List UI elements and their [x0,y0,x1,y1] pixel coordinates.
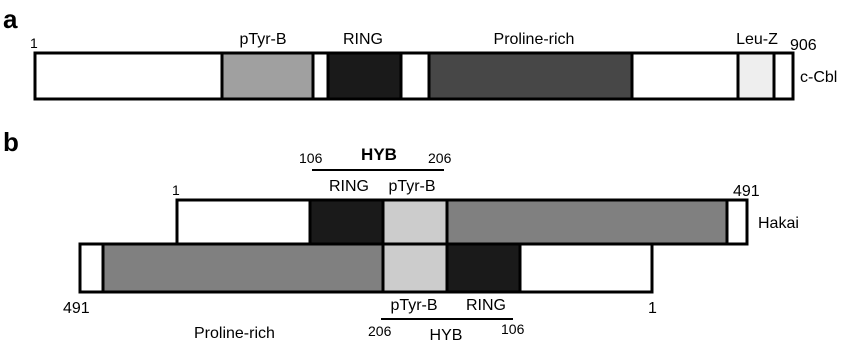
hakai-top-end-number: 491 [733,183,760,200]
hakai-protein-name: Hakai [758,215,799,232]
c-cbl-segment-middle [630,51,740,101]
hyb-top-title: HYB [361,145,397,164]
hyb-bottom-start-number: 206 [368,323,392,339]
hakai-bottom-left-number: 491 [63,300,90,317]
hyb-bottom-title: HYB [430,327,463,344]
c-cbl-domain-ptyrb [220,51,315,101]
hyb-top-ptyrb-label: pTyr-B [388,178,435,195]
hakai-top-domain-ring [308,198,385,246]
hyb-top-ring-label: RING [329,178,369,195]
c-cbl-end-number: 906 [790,37,817,54]
c-cbl-domain-ring [326,51,403,101]
leuz-label-a: Leu-Z [736,31,778,48]
hakai-top-segment-c-terminal [725,198,749,246]
hakai-bottom-segment-n-terminal [518,242,654,294]
hakai-bottom-right-number: 1 [648,300,657,317]
hyb-bottom-ptyrb-label: pTyr-B [390,297,437,314]
hakai-top-start-number: 1 [172,182,180,198]
proline-label-a: Proline-rich [494,31,575,48]
c-cbl-protein-name: c-Cbl [800,69,837,86]
hakai-top-bar [175,198,749,246]
hakai-bottom-domain-ptyrb [381,242,449,294]
hakai-bottom-domain-proline-rich [101,242,385,294]
c-cbl-domain-proline-rich [427,51,634,101]
hyb-top-start-number: 106 [299,150,323,166]
c-cbl-start-number: 1 [30,35,38,51]
hakai-bottom-proline-label: Proline-rich [194,325,275,342]
c-cbl-domain-leuz [736,51,776,101]
hakai-bottom-domain-ring [445,242,522,294]
hyb-top-end-number: 206 [428,150,452,166]
hyb-bottom-ring-label: RING [466,297,506,314]
hakai-bottom-bar [78,242,654,294]
hakai-bottom-segment-c-terminal [78,242,105,294]
c-cbl-segment-linker [311,51,330,101]
c-cbl-segment-c-terminal [772,51,795,101]
hakai-top-domain-proline-rich [445,198,729,246]
panel-a-label: a [3,4,18,34]
ring-label-a: RING [343,31,383,48]
c-cbl-segment-spacer [399,51,431,101]
c-cbl-bar [33,51,795,101]
c-cbl-segment-n-terminal [33,51,224,101]
panel-b-label: b [3,127,19,157]
hyb-bottom-end-number: 106 [501,321,525,337]
hakai-top-domain-ptyrb [381,198,449,246]
hakai-top-segment-n-terminal [175,198,312,246]
ptyrb-label-a: pTyr-B [239,31,286,48]
